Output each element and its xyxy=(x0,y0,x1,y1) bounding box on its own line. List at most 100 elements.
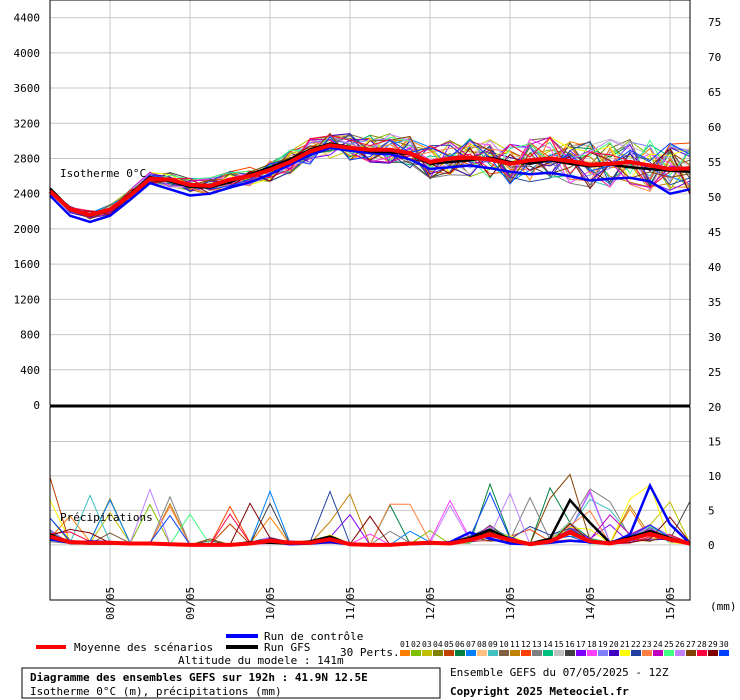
temperature-main-runs xyxy=(48,142,691,224)
pert-number: 07 xyxy=(466,640,476,649)
pert-number: 13 xyxy=(532,640,542,649)
y-tick-label-right: 65 xyxy=(708,86,721,99)
y-tick-label-left: 2000 xyxy=(14,223,41,236)
pert-number: 05 xyxy=(444,640,454,649)
pert-number: 16 xyxy=(565,640,575,649)
pert-swatch xyxy=(664,650,674,656)
pert-number: 06 xyxy=(455,640,465,649)
temperature-frame xyxy=(49,0,691,406)
isotherm-annotation: Isotherme 0°C xyxy=(60,167,146,180)
y-tick-label-right: 40 xyxy=(708,261,721,274)
pert-number: 26 xyxy=(675,640,685,649)
pert-swatch xyxy=(444,650,454,656)
pert-number: 18 xyxy=(587,640,597,649)
pert-number: 15 xyxy=(554,640,564,649)
x-tick-label: 13/05 xyxy=(504,587,517,620)
temperature-perturbation xyxy=(49,135,691,214)
footer-ensemble: Ensemble GEFS du 07/05/2025 - 12Z xyxy=(450,666,669,679)
pert-swatch xyxy=(653,650,663,656)
pert-swatch xyxy=(697,650,707,656)
precip-tick-label: 15 xyxy=(708,435,721,448)
pert-swatch xyxy=(422,650,432,656)
pert-number: 29 xyxy=(708,640,718,649)
x-tick-label: 12/05 xyxy=(424,587,437,620)
pert-swatch xyxy=(620,650,630,656)
pert-swatch xyxy=(565,650,575,656)
pert-swatch xyxy=(543,650,553,656)
pert-swatch xyxy=(675,650,685,656)
pert-number: 08 xyxy=(477,640,487,649)
y-tick-label-left: 0 xyxy=(33,399,40,412)
precip-tick-label: 5 xyxy=(708,504,715,517)
footer-title: Diagramme des ensembles GEFS sur 192h : … xyxy=(30,671,368,684)
pert-number: 25 xyxy=(664,640,674,649)
pert-swatch xyxy=(554,650,564,656)
pert-swatch xyxy=(455,650,465,656)
pert-swatch xyxy=(708,650,718,656)
pert-swatch xyxy=(499,650,509,656)
pert-number: 10 xyxy=(499,640,509,649)
pert-number: 02 xyxy=(411,640,421,649)
pert-number: 17 xyxy=(576,640,586,649)
y-tick-label-left: 2400 xyxy=(14,188,41,201)
legend: Moyenne des scénarios Run de contrôle Ru… xyxy=(36,630,729,667)
temperature-perturbation xyxy=(49,135,691,216)
precip-annotation: Précipitations xyxy=(60,511,153,524)
pert-swatch xyxy=(466,650,476,656)
pert-number: 03 xyxy=(422,640,432,649)
y-tick-label-right: 25 xyxy=(708,366,721,379)
pert-swatch xyxy=(631,650,641,656)
model-altitude: Altitude du modele : 141m xyxy=(178,654,344,667)
pert-number: 21 xyxy=(620,640,630,649)
y-tick-label-right: 75 xyxy=(708,16,721,29)
temperature-grid xyxy=(50,0,690,405)
x-tick-label: 14/05 xyxy=(584,587,597,620)
pert-number: 27 xyxy=(686,640,696,649)
y-tick-label-left: 400 xyxy=(20,364,40,377)
y-tick-label-left: 2800 xyxy=(14,152,41,165)
pert-swatch xyxy=(521,650,531,656)
pert-swatch xyxy=(400,650,410,656)
pert-swatch xyxy=(411,650,421,656)
pert-number: 12 xyxy=(521,640,531,649)
pert-number: 09 xyxy=(488,640,498,649)
y-tick-label-left: 4400 xyxy=(14,12,41,25)
pert-number: 04 xyxy=(433,640,443,649)
y-tick-label-right: 50 xyxy=(708,191,721,204)
pert-swatch xyxy=(642,650,652,656)
pert-swatch xyxy=(433,650,443,656)
pert-swatch xyxy=(488,650,498,656)
pert-swatch xyxy=(598,650,608,656)
x-tick-label: 10/05 xyxy=(264,587,277,620)
pert-number: 14 xyxy=(543,640,553,649)
x-tick-label: 15/05 xyxy=(664,587,677,620)
x-tick-label: 08/05 xyxy=(104,587,117,620)
pert-number: 22 xyxy=(631,640,641,649)
y-tick-label-left: 800 xyxy=(20,329,40,342)
pert-number: 28 xyxy=(697,640,707,649)
pert-swatch xyxy=(609,650,619,656)
pert-number: 30 xyxy=(719,640,729,649)
pert-number: 20 xyxy=(609,640,619,649)
legend-control-label: Run de contrôle xyxy=(264,630,363,643)
pert-number: 01 xyxy=(400,640,410,649)
y-tick-label-right: 45 xyxy=(708,226,721,239)
temperature-control-run xyxy=(49,146,691,224)
temperature-mean xyxy=(48,143,691,217)
y-tick-label-right: 35 xyxy=(708,296,721,309)
y-tick-label-left: 3600 xyxy=(14,82,41,95)
precipitation-perturbation xyxy=(49,502,691,546)
pert-swatch xyxy=(510,650,520,656)
pert-swatch xyxy=(686,650,696,656)
y-tick-label-left: 4000 xyxy=(14,47,41,60)
legend-perts-label: 30 Perts. xyxy=(340,646,400,659)
pert-number: 24 xyxy=(653,640,663,649)
temperature-perturbation xyxy=(49,133,691,219)
x-tick-label: 09/05 xyxy=(184,587,197,620)
panel-frames xyxy=(49,0,691,601)
precipitation-mean xyxy=(49,530,691,547)
footer-box xyxy=(21,667,441,699)
y-tick-label-left: 1200 xyxy=(14,293,41,306)
y-tick-label-left: 1600 xyxy=(14,258,41,271)
